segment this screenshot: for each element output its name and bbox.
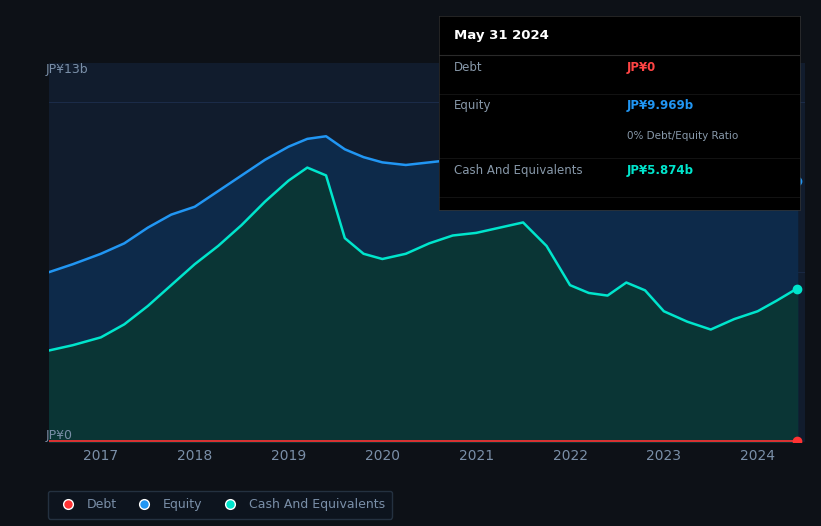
Text: Debt: Debt (454, 60, 482, 74)
Legend: Debt, Equity, Cash And Equivalents: Debt, Equity, Cash And Equivalents (48, 491, 392, 519)
Text: May 31 2024: May 31 2024 (454, 29, 548, 43)
Text: Equity: Equity (454, 99, 491, 113)
Text: JP¥5.874b: JP¥5.874b (627, 164, 694, 177)
Text: Cash And Equivalents: Cash And Equivalents (454, 164, 582, 177)
Text: JP¥13b: JP¥13b (45, 63, 88, 76)
Text: 0% Debt/Equity Ratio: 0% Debt/Equity Ratio (627, 130, 738, 140)
Text: JP¥0: JP¥0 (627, 60, 656, 74)
Text: JP¥0: JP¥0 (45, 429, 72, 442)
Text: JP¥9.969b: JP¥9.969b (627, 99, 695, 113)
